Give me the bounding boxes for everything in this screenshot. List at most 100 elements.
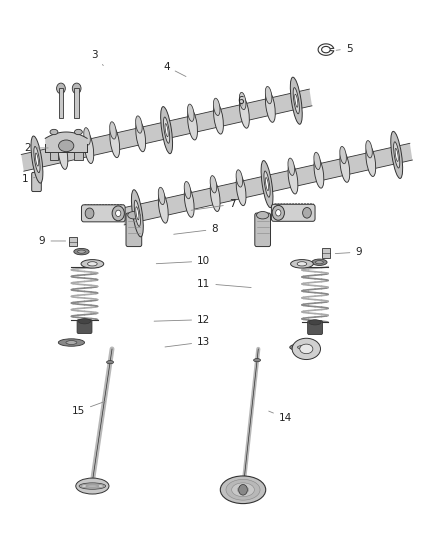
Ellipse shape bbox=[240, 97, 249, 128]
Ellipse shape bbox=[265, 91, 275, 122]
FancyBboxPatch shape bbox=[32, 172, 41, 191]
Ellipse shape bbox=[158, 187, 165, 205]
Text: 3: 3 bbox=[91, 50, 103, 66]
Ellipse shape bbox=[213, 98, 220, 116]
Ellipse shape bbox=[240, 92, 246, 110]
Ellipse shape bbox=[76, 478, 109, 494]
Ellipse shape bbox=[340, 147, 346, 164]
Ellipse shape bbox=[309, 320, 321, 325]
Ellipse shape bbox=[226, 479, 260, 500]
Ellipse shape bbox=[220, 476, 266, 504]
Ellipse shape bbox=[290, 260, 313, 268]
Ellipse shape bbox=[366, 141, 372, 158]
Ellipse shape bbox=[297, 345, 308, 349]
Ellipse shape bbox=[261, 160, 273, 208]
Text: 6: 6 bbox=[237, 95, 244, 106]
Ellipse shape bbox=[288, 163, 298, 194]
Ellipse shape bbox=[297, 262, 307, 266]
Ellipse shape bbox=[290, 77, 302, 124]
Bar bbox=[74, 88, 79, 118]
Ellipse shape bbox=[50, 130, 58, 135]
Bar bbox=[49, 152, 58, 160]
Text: 9: 9 bbox=[39, 236, 66, 246]
Ellipse shape bbox=[237, 486, 249, 493]
Ellipse shape bbox=[136, 207, 139, 220]
Ellipse shape bbox=[292, 338, 321, 360]
Ellipse shape bbox=[314, 152, 321, 169]
Ellipse shape bbox=[265, 86, 272, 104]
Bar bbox=[322, 248, 330, 258]
FancyBboxPatch shape bbox=[307, 321, 322, 335]
Text: 13: 13 bbox=[165, 337, 210, 347]
Text: 11: 11 bbox=[197, 279, 251, 288]
Ellipse shape bbox=[134, 200, 141, 227]
Ellipse shape bbox=[79, 483, 106, 489]
Ellipse shape bbox=[340, 151, 350, 182]
Ellipse shape bbox=[210, 180, 220, 212]
Ellipse shape bbox=[74, 248, 89, 255]
Ellipse shape bbox=[136, 116, 142, 133]
Bar bbox=[69, 237, 77, 246]
Ellipse shape bbox=[187, 109, 198, 140]
Circle shape bbox=[116, 210, 121, 216]
Ellipse shape bbox=[163, 117, 170, 143]
Ellipse shape bbox=[84, 132, 94, 164]
Ellipse shape bbox=[394, 142, 400, 168]
Ellipse shape bbox=[161, 107, 173, 154]
Ellipse shape bbox=[35, 153, 39, 166]
Ellipse shape bbox=[265, 177, 268, 191]
Ellipse shape bbox=[165, 124, 168, 136]
FancyBboxPatch shape bbox=[255, 213, 271, 247]
Circle shape bbox=[272, 205, 284, 220]
Circle shape bbox=[112, 206, 124, 221]
Text: 5: 5 bbox=[336, 44, 353, 53]
FancyBboxPatch shape bbox=[81, 205, 125, 222]
Ellipse shape bbox=[78, 250, 85, 253]
Circle shape bbox=[72, 83, 81, 94]
Circle shape bbox=[276, 209, 281, 216]
Ellipse shape bbox=[366, 145, 376, 176]
Ellipse shape bbox=[184, 181, 191, 199]
Ellipse shape bbox=[131, 190, 143, 237]
Text: 15: 15 bbox=[72, 401, 105, 416]
Ellipse shape bbox=[31, 136, 43, 183]
Ellipse shape bbox=[58, 138, 68, 169]
Ellipse shape bbox=[58, 134, 64, 151]
Ellipse shape bbox=[128, 212, 140, 219]
Ellipse shape bbox=[106, 361, 113, 364]
Text: 14: 14 bbox=[269, 411, 292, 423]
Ellipse shape bbox=[84, 127, 90, 145]
Ellipse shape bbox=[58, 339, 85, 346]
Ellipse shape bbox=[78, 319, 91, 324]
Bar bbox=[59, 88, 63, 118]
Ellipse shape bbox=[232, 483, 254, 497]
Ellipse shape bbox=[391, 131, 403, 179]
Ellipse shape bbox=[300, 344, 313, 354]
Ellipse shape bbox=[86, 485, 99, 487]
Ellipse shape bbox=[88, 262, 97, 266]
Ellipse shape bbox=[81, 260, 104, 268]
Ellipse shape bbox=[34, 147, 40, 173]
Text: 8: 8 bbox=[174, 224, 218, 235]
Ellipse shape bbox=[74, 130, 82, 135]
Ellipse shape bbox=[264, 171, 270, 197]
Ellipse shape bbox=[187, 104, 194, 122]
Ellipse shape bbox=[312, 259, 327, 265]
Bar bbox=[74, 152, 83, 160]
Ellipse shape bbox=[136, 120, 145, 152]
Ellipse shape bbox=[236, 170, 243, 187]
Circle shape bbox=[85, 208, 94, 219]
Ellipse shape bbox=[184, 186, 194, 217]
Ellipse shape bbox=[159, 192, 168, 223]
Ellipse shape bbox=[214, 103, 223, 134]
Ellipse shape bbox=[236, 174, 246, 206]
Ellipse shape bbox=[315, 261, 323, 264]
Text: 12: 12 bbox=[154, 314, 210, 325]
Ellipse shape bbox=[290, 344, 316, 351]
FancyBboxPatch shape bbox=[77, 320, 92, 334]
Text: 7: 7 bbox=[191, 199, 235, 211]
Ellipse shape bbox=[210, 175, 217, 193]
FancyBboxPatch shape bbox=[126, 213, 142, 247]
Ellipse shape bbox=[314, 157, 324, 188]
FancyBboxPatch shape bbox=[272, 204, 315, 221]
